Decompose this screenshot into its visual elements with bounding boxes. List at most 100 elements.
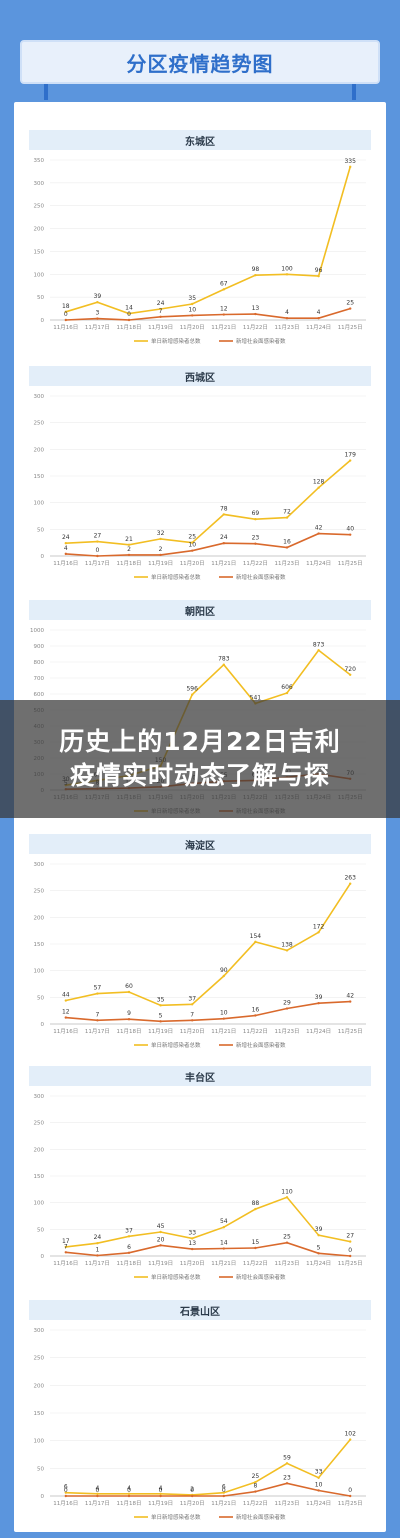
data-label: 4	[285, 309, 289, 316]
data-label: 23	[252, 535, 260, 542]
data-label: 59	[283, 1454, 291, 1461]
y-tick-label: 0	[41, 318, 45, 324]
y-tick-label: 150	[34, 942, 45, 948]
data-point	[254, 1246, 257, 1250]
x-tick-label: 11月21日	[211, 1500, 236, 1507]
data-label: 37	[125, 1227, 133, 1234]
data-point	[96, 300, 99, 304]
x-tick-label: 11月21日	[211, 1260, 236, 1267]
data-label: 0	[64, 311, 68, 318]
data-point	[254, 940, 257, 944]
y-tick-label: 250	[34, 421, 45, 427]
data-label: 69	[252, 510, 260, 517]
data-point	[222, 288, 225, 291]
data-label: 6	[127, 1244, 131, 1251]
series-line	[65, 1241, 351, 1257]
data-point	[254, 1207, 257, 1211]
data-label: 24	[220, 534, 228, 541]
x-tick-label: 11月16日	[53, 1028, 78, 1035]
data-label: 1	[95, 1246, 99, 1253]
series-line	[65, 1439, 351, 1496]
data-point	[222, 313, 225, 316]
series-line	[65, 532, 351, 557]
y-tick-label: 200	[34, 1383, 45, 1389]
data-point	[64, 1016, 67, 1019]
data-point	[96, 1019, 99, 1022]
data-point	[285, 1462, 289, 1465]
x-tick-label: 11月23日	[275, 1500, 300, 1507]
data-label: 7	[159, 308, 163, 315]
data-point	[349, 673, 352, 676]
data-label: 39	[315, 994, 323, 1001]
y-tick-label: 200	[34, 1147, 45, 1153]
data-point	[64, 1491, 67, 1494]
data-label: 100	[281, 265, 293, 272]
x-tick-label: 11月21日	[211, 324, 236, 331]
data-point	[127, 312, 131, 315]
data-point	[191, 549, 194, 552]
data-label: 15	[252, 1239, 260, 1246]
data-label: 2	[127, 546, 131, 553]
x-tick-label: 11月20日	[180, 1500, 205, 1507]
data-label: 35	[188, 295, 196, 302]
data-label: 10	[188, 306, 196, 313]
y-tick-label: 150	[34, 249, 45, 255]
chart-plot: 0 50 100 150 200 250 300 11月16日 11月17日 11月18日 11月1…	[34, 862, 366, 1049]
chart-title: 西城区	[29, 366, 371, 386]
data-label: 7	[95, 1011, 99, 1018]
data-point	[96, 992, 99, 995]
y-tick-label: 1000	[30, 628, 44, 634]
data-point	[159, 1230, 162, 1234]
data-label: 25	[188, 534, 196, 541]
data-label: 20	[157, 1236, 165, 1243]
x-tick-label: 11月19日	[148, 560, 173, 567]
y-tick-label: 50	[37, 1227, 44, 1233]
data-point	[349, 1438, 352, 1441]
data-point	[127, 553, 131, 557]
data-point	[285, 316, 289, 320]
data-point	[222, 1247, 225, 1250]
x-tick-label: 11月16日	[53, 1500, 78, 1507]
data-point	[159, 307, 162, 311]
data-point	[317, 649, 320, 652]
x-tick-label: 11月17日	[85, 560, 110, 567]
data-point	[159, 537, 162, 541]
data-point	[159, 1244, 162, 1247]
data-label: 54	[220, 1218, 228, 1225]
data-point	[159, 553, 162, 557]
y-tick-label: 300	[34, 1328, 45, 1334]
data-label: 24	[94, 1234, 102, 1241]
data-point	[285, 1241, 289, 1244]
data-label: 40	[346, 526, 354, 533]
data-point	[96, 554, 99, 558]
y-tick-label: 900	[34, 644, 45, 650]
data-label: 13	[252, 305, 260, 312]
data-point	[285, 1007, 289, 1010]
data-label: 110	[281, 1188, 293, 1195]
chart-title: 丰台区	[29, 1066, 371, 1086]
data-label: 33	[188, 1229, 196, 1236]
data-point	[349, 533, 352, 536]
data-point	[317, 316, 320, 320]
data-label: 10	[220, 1010, 228, 1017]
data-label: 720	[344, 666, 356, 673]
data-point	[317, 1252, 320, 1255]
data-point	[349, 1240, 352, 1243]
y-tick-label: 100	[34, 272, 45, 278]
data-label: 25	[252, 1473, 260, 1480]
data-point	[96, 317, 99, 320]
chart-title: 海淀区	[29, 834, 371, 854]
data-label: 96	[315, 267, 323, 274]
data-point	[64, 1245, 67, 1249]
y-tick-label: 250	[34, 889, 45, 895]
data-point	[96, 540, 99, 543]
data-point	[64, 542, 67, 545]
data-label: 0	[127, 1487, 131, 1494]
y-tick-label: 250	[34, 1356, 45, 1362]
y-tick-label: 200	[34, 227, 45, 233]
data-point	[349, 459, 352, 462]
y-tick-label: 700	[34, 676, 45, 682]
data-point	[127, 318, 131, 322]
data-label: 4	[95, 1485, 99, 1492]
banner-hanger-right	[352, 84, 356, 100]
